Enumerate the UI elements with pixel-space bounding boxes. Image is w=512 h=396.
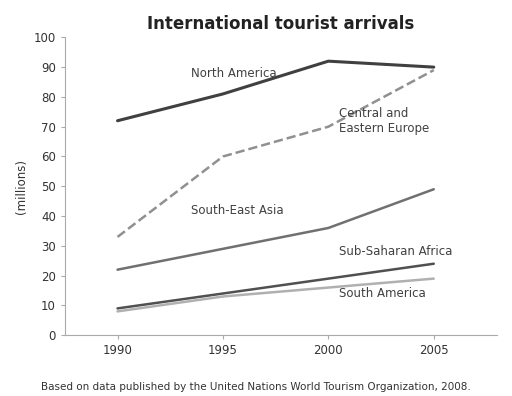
Text: South America: South America (339, 287, 425, 300)
Y-axis label: (millions): (millions) (15, 159, 28, 214)
Text: Based on data published by the United Nations World Tourism Organization, 2008.: Based on data published by the United Na… (41, 382, 471, 392)
Text: Central and
Eastern Europe: Central and Eastern Europe (339, 107, 429, 135)
Text: North America: North America (191, 67, 277, 80)
Text: Sub-Saharan Africa: Sub-Saharan Africa (339, 245, 452, 258)
Title: International tourist arrivals: International tourist arrivals (147, 15, 415, 33)
Text: South-East Asia: South-East Asia (191, 204, 284, 217)
